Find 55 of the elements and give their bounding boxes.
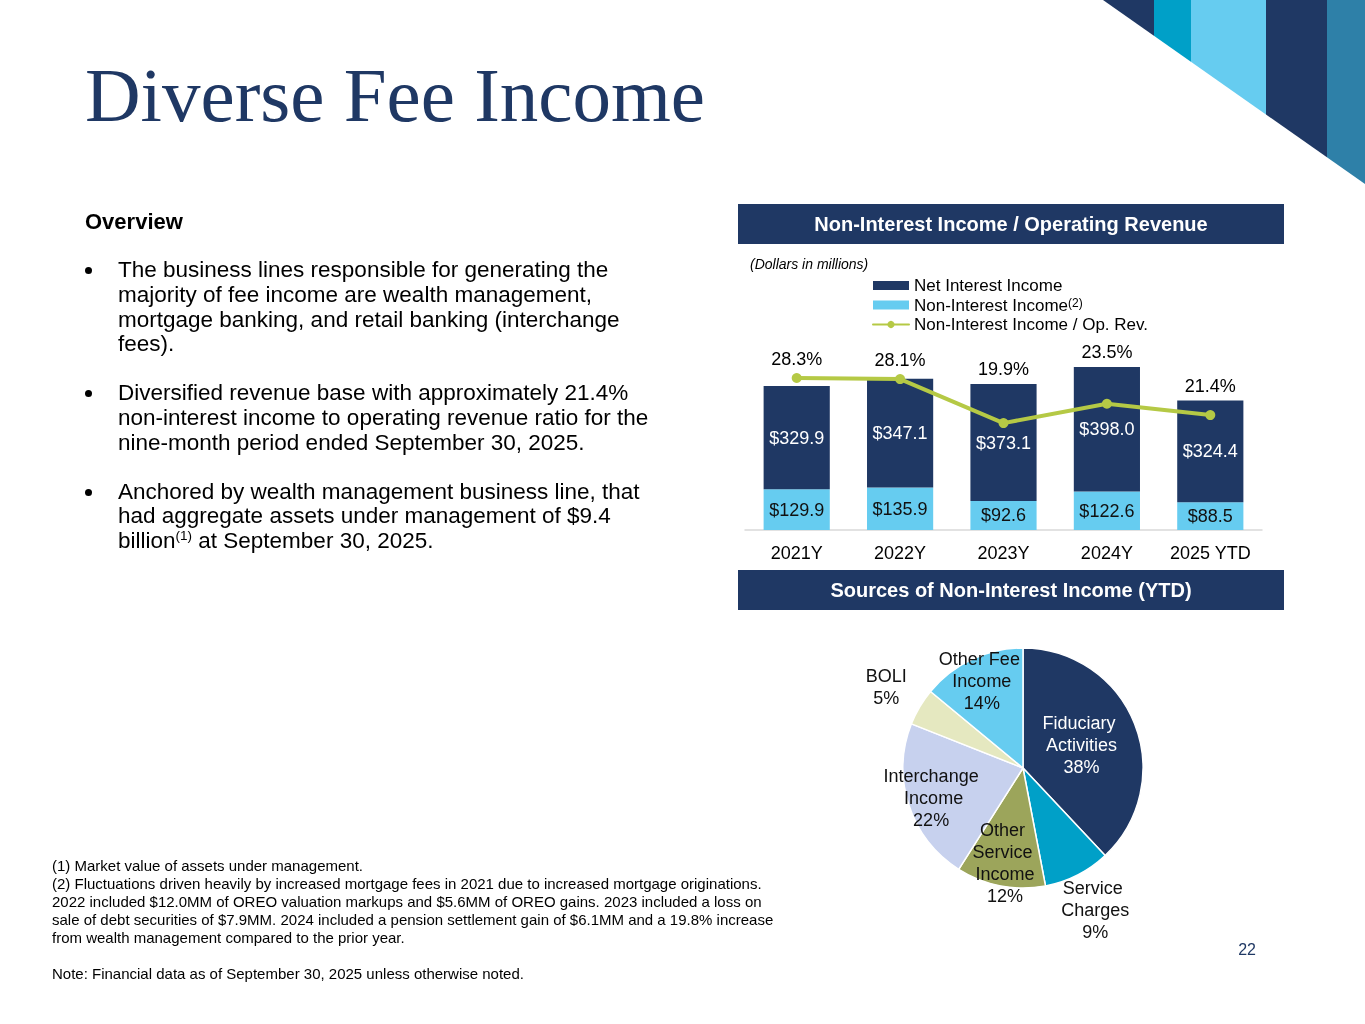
- text: The business lines responsible for generating the majority of fee income are wealth management, mortgage banking, and retail banking (interchange fees).: [118, 257, 620, 357]
- text: (1) Market value of assets under management.: [52, 857, 363, 874]
- x-tick-label: 2024Y: [1080, 543, 1133, 563]
- data-label: $122.6: [1079, 500, 1135, 521]
- data-label: 12%: [986, 885, 1023, 906]
- bar: [1177, 400, 1244, 503]
- data-label: $329.9: [769, 427, 825, 448]
- text: Diversified revenue base with approximately 21.4% non-interest income to operating revenue ratio for the nine-month period ended September 30, 2025.: [118, 380, 649, 455]
- data-label: 21.4%: [1184, 375, 1236, 396]
- text: Note: Financial data as of September 30, 2025 unless otherwise noted.: [52, 965, 524, 982]
- data-label: 38%: [1063, 756, 1100, 777]
- point: [1205, 410, 1216, 421]
- point: [895, 374, 906, 385]
- data-label: 5%: [873, 688, 900, 709]
- slice-label: Service Charges: [1061, 877, 1130, 920]
- data-label: $129.9: [769, 499, 825, 520]
- data-label: 19.9%: [977, 359, 1030, 380]
- data-label: 14%: [963, 692, 1000, 713]
- x-tick-label: 2023Y: [977, 543, 1030, 563]
- data-label: $88.5: [1187, 506, 1233, 527]
- data-label: $92.6: [980, 505, 1027, 526]
- data-label: 28.3%: [771, 348, 823, 369]
- x-tick-label: 2021Y: [770, 543, 823, 563]
- slice-label: Interchange Income: [883, 765, 979, 808]
- legend-label: Non-Interest Income / Op. Rev.: [914, 315, 1148, 334]
- text: Overview: [85, 209, 183, 234]
- text: Diverse Fee Income: [85, 52, 706, 138]
- bar: [763, 385, 830, 490]
- data-label: $373.1: [975, 432, 1032, 453]
- data-label: 9%: [1082, 921, 1109, 942]
- chart-title: Non-Interest Income / Operating Revenue: [738, 204, 1284, 244]
- data-label: 23.5%: [1081, 341, 1133, 362]
- slice-label: Fiduciary Activities: [1042, 712, 1121, 755]
- bar: [1073, 366, 1140, 492]
- chart-subtitle: (Dollars in millions): [750, 256, 869, 272]
- x-tick-label: 2022Y: [874, 543, 927, 563]
- data-label: $398.0: [1079, 419, 1135, 440]
- slice-label: BOLI: [865, 666, 907, 687]
- text: (2) Fluctuations driven heavily by increased mortgage fees in 2021 due to increased mortgage originations. 2022 included $12.0MM of OREO valuation markups and $5.6MM of OREO gains. 2023 included a loss on sale of debt securities of $7.9MM. 2024 included a pension settlement gain of $6.1MM and a 19.8% increase from wealth management compared to the prior year.: [52, 875, 774, 946]
- point: [791, 372, 802, 383]
- bar: [867, 378, 934, 488]
- x-tick-label: 2025 YTD: [1169, 543, 1251, 563]
- text: 22: [1238, 941, 1256, 959]
- chart-title: Sources of Non-Interest Income (YTD): [738, 570, 1284, 610]
- legend-label: Net Interest Income: [914, 276, 1063, 295]
- data-label: $135.9: [872, 498, 928, 519]
- slice-label: Other Fee Income: [938, 648, 1025, 691]
- bar: [970, 384, 1037, 501]
- data-label: $347.1: [872, 423, 928, 444]
- text: Anchored by wealth management business line, that had aggregate assets under management of $9.4 billion$^{(1)}$ at September 30, 2025.: [118, 478, 640, 554]
- point: [1101, 398, 1112, 409]
- point: [998, 418, 1009, 429]
- data-label: $324.4: [1182, 441, 1238, 462]
- data-label: 28.1%: [874, 350, 926, 371]
- data-label: 22%: [913, 809, 950, 830]
